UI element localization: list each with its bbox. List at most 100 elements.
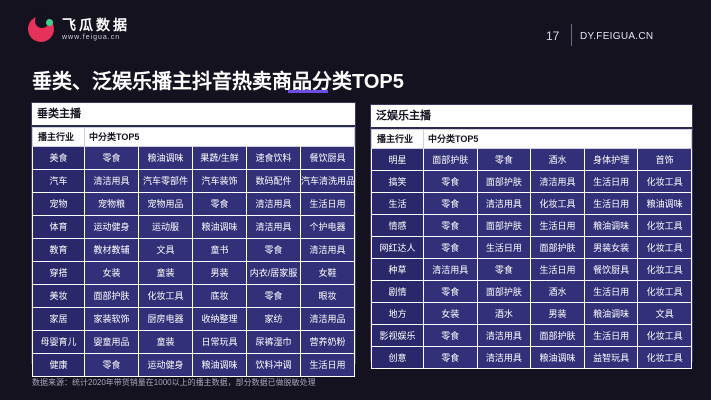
category-cell: 零食: [423, 214, 478, 237]
category-cell: 清洁用具: [476, 192, 532, 215]
category-cell: 零食: [423, 324, 478, 347]
category-cell: 粮油调味: [192, 353, 247, 377]
category-cell: 零食: [423, 236, 478, 259]
site-url: DY.FEIGUA.CN: [580, 31, 654, 42]
category-cell: 清洁用具: [423, 258, 478, 281]
category-cell: 生活日用: [583, 170, 639, 193]
feigua-logo-icon: [28, 14, 54, 42]
table-row: 情感 零食 面部护肤 生活日用 粮油调味 化妆工具: [371, 214, 692, 237]
category-cell: 生活日用: [583, 280, 639, 303]
category-cell: 女装: [423, 302, 478, 325]
table-row: 美食 零食 粮油调味 果蔬/生鲜 速食饮料 餐饮厨具: [32, 146, 355, 170]
category-cell: 生活日用: [476, 236, 532, 259]
category-cell: 酒水: [476, 302, 532, 325]
table-row: 明星 面部护肤 零食 酒水 身体护理 首饰: [371, 148, 692, 171]
table-row: 种草 清洁用具 零食 生活日用 餐饮厨具 化妆工具: [371, 258, 692, 281]
category-cell: 尿裤湿巾: [246, 330, 301, 354]
page-title: 垂类、泛娱乐播主抖音热卖商品分类TOP5: [32, 71, 404, 93]
table-row: 家居 家装软饰 厨房电器 收纳整理 家纺 清洁用品: [32, 307, 355, 331]
table-row: 宠物 宠物粮 宠物用品 零食 清洁用具 生活日用: [32, 192, 355, 216]
category-cell: 零食: [423, 280, 478, 303]
category-cell: 日常玩具: [192, 330, 247, 354]
category-cell: 面部护肤: [530, 236, 585, 259]
category-cell: 粮油调味: [138, 146, 193, 170]
category-cell: 生活日用: [300, 353, 355, 377]
industry-cell: 母婴育儿: [32, 330, 85, 354]
table-row: 剧情 零食 面部护肤 酒水 生活日用 化妆工具: [371, 280, 692, 303]
category-cell: 男装女装: [583, 236, 639, 259]
category-cell: 教材教辅: [84, 238, 139, 262]
category-cell: 内衣/居家服: [246, 261, 301, 285]
table-row: 地方 女装 酒水 男装 粮油调味 文具: [371, 302, 692, 325]
category-cell: 运动健身: [138, 353, 193, 377]
category-cell: 清洁用具: [84, 169, 139, 193]
table-row: 穿搭 女装 童装 男装 内衣/居家服 女鞋: [32, 261, 355, 285]
category-cell: 汽车清洗用品: [300, 169, 355, 193]
industry-cell: 汽车: [32, 169, 85, 193]
industry-cell: 教育: [32, 238, 85, 262]
industry-cell: 影视娱乐: [371, 324, 424, 347]
category-cell: 零食: [84, 353, 139, 377]
category-cell: 零食: [423, 170, 478, 193]
category-cell: 零食: [192, 192, 247, 216]
category-cell: 面部护肤: [476, 214, 532, 237]
category-cell: 饮料冲调: [246, 353, 301, 377]
category-cell: 化妆工具: [637, 324, 692, 347]
category-cell: 宠物粮: [84, 192, 139, 216]
logo-url: www.feigua.cn: [62, 33, 121, 41]
table-row: 搞笑 零食 面部护肤 清洁用具 生活日用 化妆工具: [371, 170, 692, 193]
category-cell: 童书: [192, 238, 247, 262]
category-cell: 粮油调味: [583, 302, 639, 325]
category-cell: 宠物用品: [138, 192, 193, 216]
category-cell: 生活日用: [583, 324, 639, 347]
column-header-category: 中分类TOP5: [423, 129, 692, 149]
industry-cell: 宠物: [32, 192, 85, 216]
category-cell: 清洁用具: [476, 324, 532, 347]
table-row: 网红达人 零食 生活日用 面部护肤 男装女装 化妆工具: [371, 236, 692, 259]
category-cell: 生活日用: [530, 214, 585, 237]
industry-cell: 搞笑: [371, 170, 424, 193]
industry-cell: 种草: [371, 258, 424, 281]
category-cell: 清洁用具: [300, 238, 355, 262]
category-cell: 零食: [423, 192, 478, 215]
category-cell: 男装: [530, 302, 585, 325]
industry-cell: 穿搭: [32, 261, 85, 285]
table-row: 影视娱乐 零食 清洁用具 面部护肤 生活日用 化妆工具: [371, 324, 692, 347]
category-cell: 面部护肤: [476, 170, 532, 193]
table-row: 母婴育儿 婴童用品 童装 日常玩具 尿裤湿巾 营养奶粉: [32, 330, 355, 354]
industry-cell: 美妆: [32, 284, 85, 308]
category-cell: 零食: [246, 284, 301, 308]
category-cell: 零食: [476, 258, 532, 281]
category-cell: 果蔬/生鲜: [192, 146, 247, 170]
category-cell: 化妆工具: [637, 258, 692, 281]
category-cell: 身体护理: [583, 148, 639, 171]
category-cell: 生活日用: [583, 192, 639, 215]
category-cell: 眼妆: [300, 284, 355, 308]
category-cell: 童装: [138, 261, 193, 285]
logo-name: 飞瓜数据: [62, 16, 130, 33]
category-cell: 男装: [192, 261, 247, 285]
column-header-industry: 播主行业: [371, 129, 424, 149]
category-cell: 文具: [637, 302, 692, 325]
category-cell: 运动服: [138, 215, 193, 239]
category-cell: 零食: [84, 146, 139, 170]
category-cell: 化妆工具: [138, 284, 193, 308]
category-cell: 面部护肤: [84, 284, 139, 308]
industry-cell: 地方: [371, 302, 424, 325]
column-header-industry: 播主行业: [32, 127, 85, 147]
category-cell: 益智玩具: [583, 346, 639, 369]
category-cell: 餐饮厨具: [300, 146, 355, 170]
industry-cell: 剧情: [371, 280, 424, 303]
category-cell: 个护电器: [300, 215, 355, 239]
category-cell: 零食: [423, 346, 478, 369]
category-cell: 化妆工具: [637, 170, 692, 193]
table-header-row: 播主行业 中分类TOP5: [371, 129, 692, 149]
category-cell: 酒水: [530, 148, 585, 171]
category-cell: 汽车装饰: [192, 169, 247, 193]
table-row: 创意 零食 清洁用具 粮油调味 益智玩具 化妆工具: [371, 346, 692, 369]
category-cell: 餐饮厨具: [583, 258, 639, 281]
table-row: 汽车 清洁用具 汽车零部件 汽车装饰 数码配件 汽车清洗用品: [32, 169, 355, 193]
industry-cell: 明星: [371, 148, 424, 171]
category-cell: 底妆: [192, 284, 247, 308]
entertainment-anchors-table: 播主行业 中分类TOP5 明星 面部护肤 零食 酒水 身体护理 首饰 搞笑 零食 面部护肤 清洁用…: [371, 129, 692, 369]
